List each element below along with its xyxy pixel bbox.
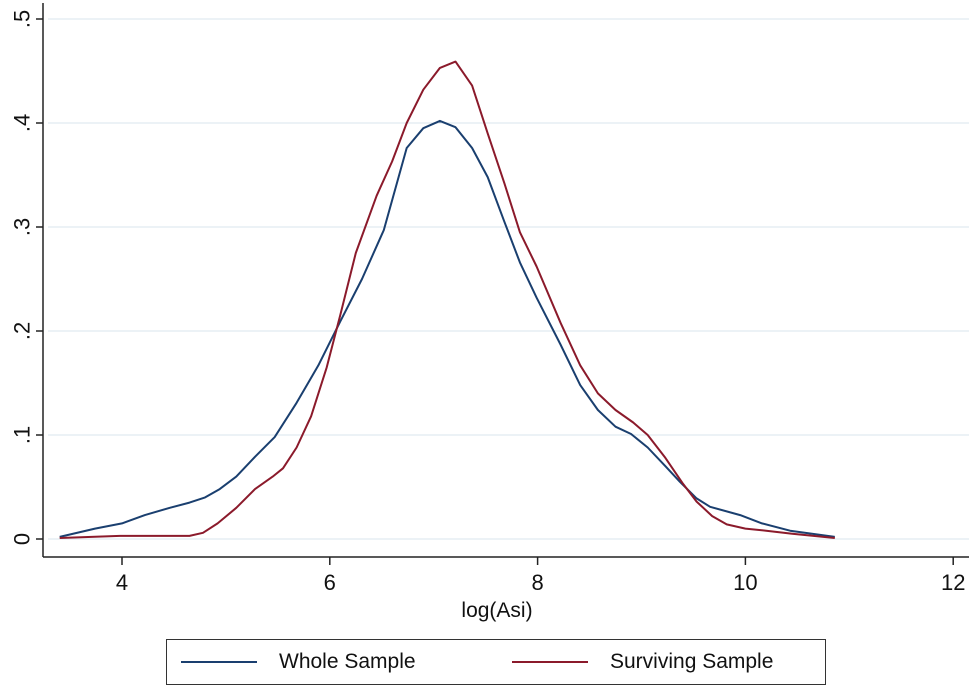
y-tick-label: 0: [10, 533, 35, 545]
y-tick-label: .2: [10, 322, 35, 340]
x-tick-label: 8: [531, 570, 543, 595]
y-tick-label: .4: [10, 114, 35, 132]
legend-swatch-whole-sample: [181, 660, 257, 663]
legend-label: Surviving Sample: [610, 649, 774, 673]
y-tick-label: .5: [10, 10, 35, 28]
series-line-surviving-sample: [59, 60, 835, 539]
series-layer: [59, 60, 835, 539]
legend: Whole Sample Surviving Sample: [166, 639, 826, 685]
legend-item-whole-sample: Whole Sample: [181, 640, 416, 683]
x-tick-label: 4: [116, 570, 128, 595]
legend-swatch-surviving-sample: [512, 660, 588, 663]
legend-label: Whole Sample: [279, 649, 416, 673]
x-tick-label: 10: [733, 570, 757, 595]
x-tick-label: 6: [324, 570, 336, 595]
y-gridlines: [48, 18, 969, 540]
legend-item-surviving-sample: Surviving Sample: [512, 640, 773, 683]
y-tick-label: .3: [10, 218, 35, 236]
series-line-whole-sample: [59, 119, 835, 538]
x-axis-ticks: 4 6 8 10 12: [116, 557, 965, 595]
x-tick-label: 12: [941, 570, 965, 595]
y-tick-label: .1: [10, 426, 35, 444]
x-axis-title: log(Asi): [461, 599, 532, 622]
y-axis-ticks: 0 .1 .2 .3 .4 .5: [10, 10, 43, 545]
